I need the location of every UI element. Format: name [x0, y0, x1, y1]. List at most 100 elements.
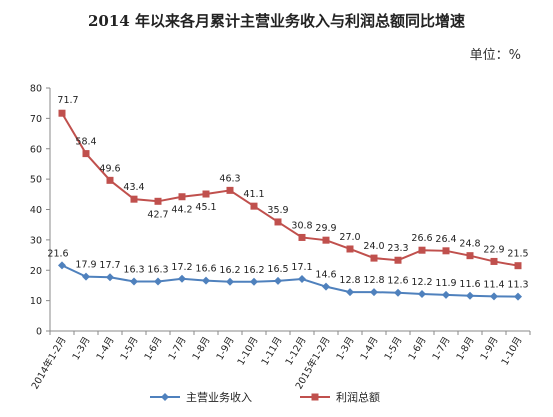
data-point [178, 193, 186, 201]
y-tick-label: 70 [30, 114, 42, 125]
data-point [130, 277, 138, 286]
data-point [394, 256, 402, 264]
data-label: 45.1 [195, 202, 216, 213]
data-label: 35.9 [267, 205, 288, 216]
data-point [418, 289, 426, 298]
x-tick-label: 1-4月 [359, 335, 381, 362]
legend: 主营业务收入 利润总额 [150, 390, 380, 404]
data-point [514, 262, 522, 270]
data-label: 26.6 [411, 233, 432, 244]
x-tick-label: 1-6月 [143, 335, 165, 362]
data-label: 17.2 [171, 262, 192, 273]
data-point [298, 233, 306, 241]
data-point [202, 276, 210, 285]
data-label: 58.4 [75, 137, 96, 148]
y-tick-label: 50 [30, 175, 42, 186]
data-point [58, 109, 66, 117]
data-point [346, 288, 354, 297]
data-point [106, 176, 114, 184]
data-label: 41.1 [243, 189, 264, 200]
x-tick-label: 2014年1-2月 [29, 335, 69, 392]
data-label: 30.8 [291, 220, 312, 231]
x-tick-label: 1-9月 [479, 335, 501, 362]
data-label: 12.6 [387, 276, 408, 287]
data-point [418, 246, 426, 254]
legend-label: 主营业务收入 [186, 390, 252, 404]
data-point [178, 274, 186, 283]
x-tick-label: 1-12月 [284, 335, 309, 367]
data-label: 27.0 [339, 232, 360, 243]
data-point [274, 276, 282, 285]
data-point [394, 288, 402, 297]
data-label: 17.1 [291, 262, 312, 273]
data-point [274, 218, 282, 226]
data-point [370, 254, 378, 262]
data-label: 11.4 [483, 279, 504, 290]
data-label: 42.7 [147, 209, 168, 220]
legend-item: 利润总额 [300, 390, 380, 404]
legend-marker [161, 393, 169, 401]
data-label: 12.2 [411, 277, 432, 288]
data-point [82, 272, 90, 281]
data-label: 16.5 [267, 264, 288, 275]
data-point [322, 236, 330, 244]
data-point [442, 247, 450, 255]
data-label: 44.2 [171, 205, 192, 216]
data-label: 21.6 [47, 248, 68, 259]
data-point [442, 290, 450, 299]
x-tick-label: 1-8月 [455, 335, 477, 362]
data-point [58, 261, 66, 270]
x-tick-label: 1-6月 [407, 335, 429, 362]
data-label: 14.6 [315, 270, 336, 281]
x-tick-label: 1-9月 [215, 335, 237, 362]
data-label: 16.2 [243, 265, 264, 276]
data-point [490, 292, 498, 301]
data-point [106, 273, 114, 282]
data-point [514, 292, 522, 301]
data-label: 11.3 [507, 280, 528, 291]
data-point [202, 190, 210, 198]
data-label: 16.2 [219, 265, 240, 276]
data-point [466, 252, 474, 260]
legend-marker [311, 393, 319, 401]
data-label: 16.6 [195, 264, 216, 275]
legend-label: 利润总额 [336, 390, 380, 404]
x-tick-label: 1-3月 [71, 335, 93, 362]
x-tick-label: 1-8月 [191, 335, 213, 362]
x-tick-label: 1-7月 [431, 335, 453, 362]
series-line [61, 112, 519, 267]
data-label: 16.3 [123, 264, 144, 275]
data-point [250, 202, 258, 210]
data-point [82, 150, 90, 158]
data-point [370, 288, 378, 297]
x-tick-label: 1-10月 [236, 335, 261, 367]
x-tick-label: 1-10月 [500, 335, 525, 367]
data-point [154, 197, 162, 205]
data-label: 23.3 [387, 243, 408, 254]
data-label: 71.7 [57, 95, 78, 106]
series-profit: 71.7 58.4 49.643.4 42.7 44.2 45.1 46.341.135.9… [57, 95, 529, 270]
x-tick-label: 1-5月 [383, 335, 405, 362]
data-label: 22.9 [483, 244, 504, 255]
data-label: 29.9 [315, 223, 336, 234]
data-label: 21.5 [507, 249, 528, 260]
data-point [466, 291, 474, 300]
data-label: 17.7 [99, 260, 120, 271]
y-tick-label: 30 [30, 235, 42, 246]
unit-label: 单位：% [469, 48, 521, 63]
data-label: 12.8 [363, 275, 384, 286]
data-point [298, 275, 306, 284]
data-point [154, 277, 162, 286]
x-tick-label: 1-5月 [119, 335, 141, 362]
data-label: 11.9 [435, 278, 456, 289]
data-label: 43.4 [123, 182, 144, 193]
series-revenue: 21.617.9 17.7 16.3 16.3 17.2 16.6 16.2 16.2 16.5… [47, 248, 529, 301]
y-tick-label: 80 [30, 84, 42, 95]
chart-title: 2014 年以来各月累计主营业务收入与利润总额同比增速 [88, 12, 465, 30]
data-label: 24.0 [363, 241, 384, 252]
series-layer: 21.617.9 17.7 16.3 16.3 17.2 16.6 16.2 16.2 16.5… [47, 95, 529, 301]
data-label: 46.3 [219, 173, 240, 184]
x-tick-label: 1-3月 [335, 335, 357, 362]
x-tick-label: 1-4月 [95, 335, 117, 362]
